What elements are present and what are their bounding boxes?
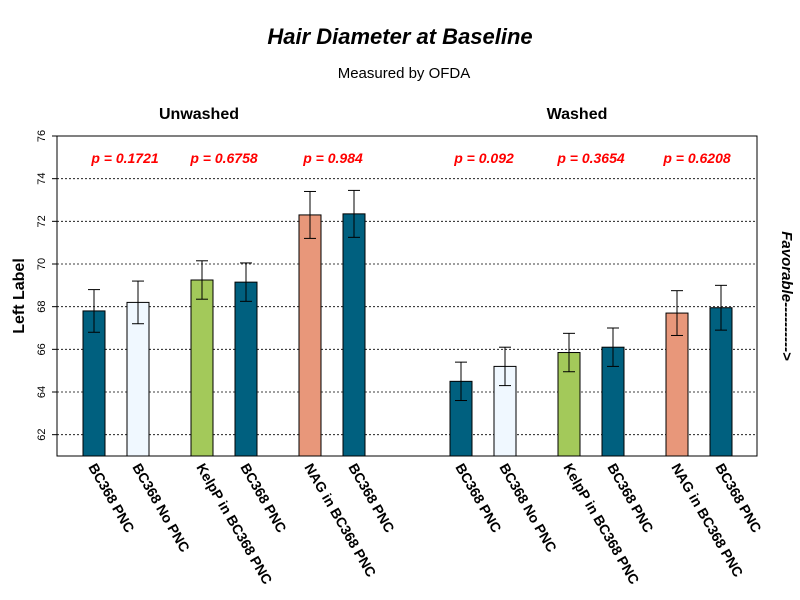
p-value-label: p = 0.1721 — [90, 150, 159, 166]
favorable-label: Favorable----------> — [778, 231, 795, 361]
category-label: BC368 PNC — [237, 461, 289, 536]
chart-subtitle: Measured by OFDA — [338, 65, 471, 82]
y-axis: 62 64 66 68 70 72 74 76 — [36, 130, 57, 441]
y-tick-label: 76 — [36, 130, 48, 142]
category-label: BC368 No PNC — [129, 461, 193, 555]
y-tick-label: 62 — [36, 429, 48, 441]
bar — [298, 214, 322, 457]
y-tick-label: 64 — [36, 386, 48, 398]
group-label: Unwashed — [159, 106, 239, 123]
p-value-label: p = 0.3654 — [556, 150, 625, 166]
bar — [234, 281, 258, 457]
bars — [82, 189, 733, 457]
bar — [126, 301, 150, 457]
category-label: BC368 PNC — [712, 461, 764, 536]
bar — [342, 213, 366, 457]
y-tick-label: 70 — [36, 258, 48, 270]
labels: Unwashed p = 0.1721 p = 0.6758 p = 0.984 BC3… — [85, 106, 764, 587]
category-label: BC368 PNC — [85, 461, 137, 536]
group-label: Washed — [547, 106, 608, 123]
plot-frame — [56, 135, 758, 457]
p-value-label: p = 0.092 — [453, 150, 514, 166]
y-tick-label: 74 — [36, 173, 48, 185]
p-value-label: p = 0.6758 — [189, 150, 258, 166]
grid-lines — [57, 178, 757, 436]
p-value-label: p = 0.6208 — [662, 150, 731, 166]
y-tick-label: 72 — [36, 215, 48, 227]
category-label: BC368 PNC — [452, 461, 504, 536]
category-label: BC368 No PNC — [496, 461, 560, 555]
y-tick-label: 68 — [36, 301, 48, 313]
category-label: BC368 PNC — [345, 461, 397, 536]
category-label: BC368 PNC — [604, 461, 656, 536]
bar — [190, 279, 214, 457]
p-value-label: p = 0.984 — [302, 150, 363, 166]
chart-title: Hair Diameter at Baseline — [267, 24, 532, 49]
y-axis-label: Left Label — [11, 258, 28, 334]
y-tick-label: 66 — [36, 343, 48, 355]
